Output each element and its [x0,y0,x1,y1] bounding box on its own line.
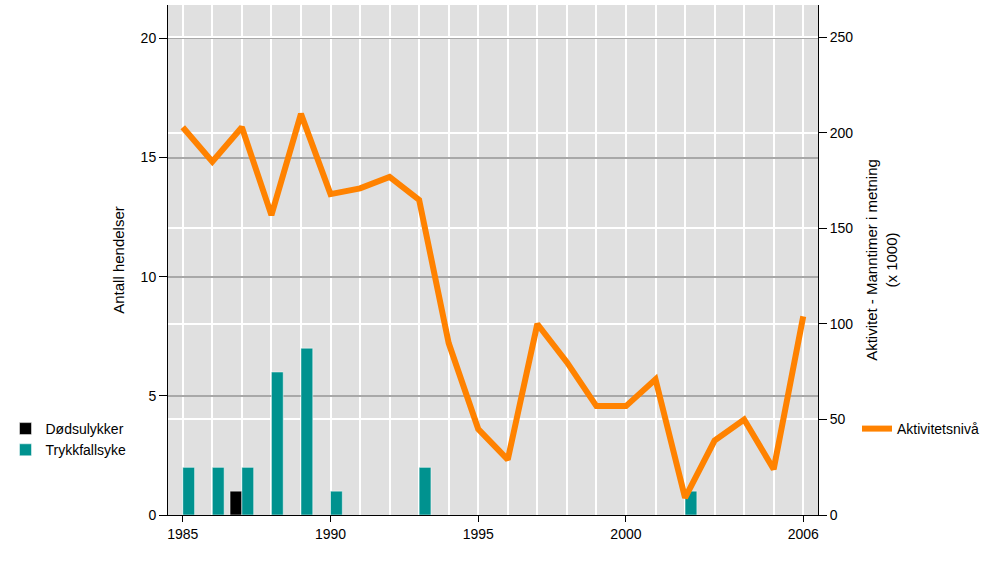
svg-text:0: 0 [148,507,156,523]
svg-text:Antall hendelser: Antall hendelser [110,206,127,314]
svg-text:200: 200 [830,125,854,141]
svg-text:Aktivitet - Manntimer i metnin: Aktivitet - Manntimer i metning(x 1000) [863,159,900,361]
svg-text:50: 50 [830,411,846,427]
svg-text:5: 5 [148,388,156,404]
svg-text:20: 20 [141,30,157,46]
svg-text:15: 15 [141,149,157,165]
svg-text:2000: 2000 [610,526,641,542]
svg-text:1985: 1985 [167,526,198,542]
svg-text:100: 100 [830,316,854,332]
svg-text:0: 0 [830,507,838,523]
svg-text:150: 150 [830,220,854,236]
svg-text:1995: 1995 [463,526,494,542]
svg-text:2006: 2006 [788,526,819,542]
svg-text:Dødsulykker: Dødsulykker [46,421,124,437]
svg-text:10: 10 [141,269,157,285]
svg-text:Trykkfallsyke: Trykkfallsyke [46,442,127,458]
svg-text:250: 250 [830,29,854,45]
svg-text:Aktivitetsnivå: Aktivitetsnivå [897,421,979,437]
svg-text:1990: 1990 [315,526,346,542]
